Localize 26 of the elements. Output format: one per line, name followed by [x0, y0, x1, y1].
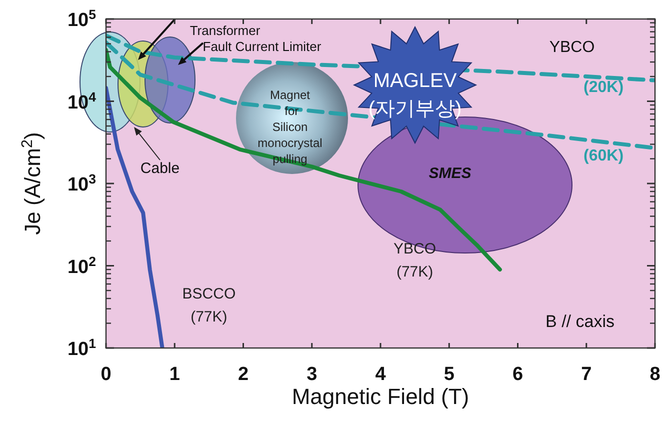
annotation: Cable [140, 160, 180, 177]
annotation: Transformer [190, 23, 261, 38]
x-tick-label: 0 [100, 364, 112, 385]
line-series [106, 40, 655, 150]
x-tick-label: 1 [169, 364, 180, 385]
x-tick-label: 3 [306, 364, 318, 385]
x-tick-label: 4 [375, 364, 386, 385]
series-label: (20K) [584, 78, 624, 96]
x-tick-label: 5 [444, 364, 455, 385]
x-axis-title: Magnetic Field (T) [292, 384, 470, 409]
annotation: MAGLEV (자기부상) [368, 70, 462, 120]
x-tick-label: 2 [238, 364, 249, 385]
y-tick-label: 10$^{2}$ [67, 253, 96, 278]
series-label: (60K) [584, 148, 624, 165]
annotation: B // caxis [546, 312, 614, 331]
annotation: SMES [428, 165, 472, 182]
x-tick-label: 6 [512, 364, 524, 385]
series-label: YBCO (77K) [394, 240, 436, 281]
y-tick-label: 10$^{3}$ [67, 171, 96, 196]
x-tick-label: 7 [581, 364, 592, 385]
annotation: YBCO [549, 39, 595, 56]
y-tick-label: 10$^{5}$ [67, 6, 97, 31]
x-tick-label: 8 [650, 364, 660, 385]
y-tick-label: 10$^{1}$ [67, 336, 97, 360]
series-label: BSCCO (77K) [182, 285, 236, 326]
annotation: Fault Current Limiter [202, 39, 322, 54]
